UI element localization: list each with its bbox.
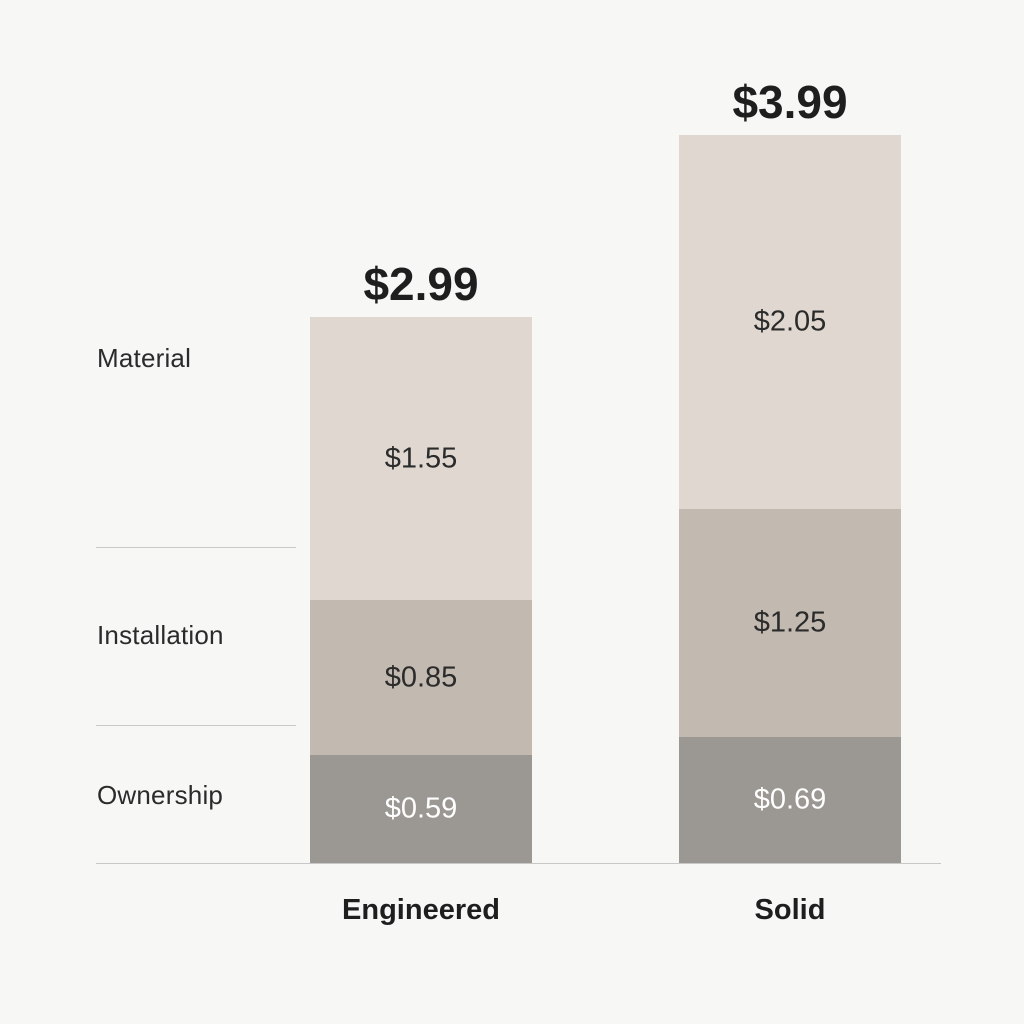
- bar-segment-solid-ownership: [679, 737, 901, 863]
- bar-segment-engineered-material: [310, 317, 532, 601]
- data-label-engineered-installation: $0.85: [384, 661, 458, 694]
- category-label-solid: Solid: [754, 894, 826, 926]
- row-divider: [96, 725, 296, 726]
- x-axis-baseline: [96, 863, 941, 864]
- bar-segment-solid-material: [679, 135, 901, 510]
- row-label-installation: Installation: [97, 620, 224, 650]
- bar-segment-engineered-ownership: [310, 755, 532, 863]
- data-label-engineered-ownership: $0.59: [384, 792, 458, 825]
- total-label-solid: $3.99: [732, 76, 848, 128]
- data-label-solid-installation: $1.25: [753, 606, 827, 639]
- row-divider: [96, 547, 296, 548]
- category-label-engineered: Engineered: [342, 894, 500, 926]
- data-label-engineered-material: $1.55: [384, 442, 458, 475]
- total-label-engineered: $2.99: [363, 258, 479, 311]
- data-label-solid-material: $2.05: [753, 305, 827, 338]
- data-label-solid-ownership: $0.69: [753, 783, 827, 816]
- bar-segment-engineered-installation: [310, 600, 532, 756]
- row-label-material: Material: [97, 343, 192, 373]
- row-label-ownership: Ownership: [97, 780, 224, 810]
- bar-segment-solid-installation: [679, 509, 901, 738]
